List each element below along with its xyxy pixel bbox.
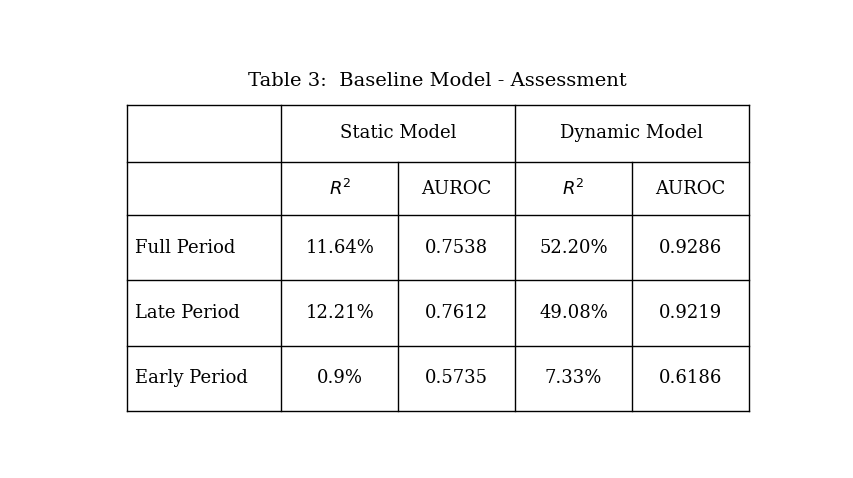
Text: 52.20%: 52.20% xyxy=(538,239,607,257)
Text: 7.33%: 7.33% xyxy=(544,369,601,387)
Text: AUROC: AUROC xyxy=(421,180,491,197)
Text: Late Period: Late Period xyxy=(135,304,239,322)
Text: Dynamic Model: Dynamic Model xyxy=(560,124,703,142)
Text: 0.9%: 0.9% xyxy=(316,369,363,387)
Text: 49.08%: 49.08% xyxy=(538,304,607,322)
Text: 0.5735: 0.5735 xyxy=(425,369,488,387)
Text: Static Model: Static Model xyxy=(339,124,456,142)
Text: 11.64%: 11.64% xyxy=(305,239,374,257)
Text: Table 3:  Baseline Model - Assessment: Table 3: Baseline Model - Assessment xyxy=(248,73,626,90)
Text: 0.7538: 0.7538 xyxy=(425,239,488,257)
Text: 0.6186: 0.6186 xyxy=(658,369,721,387)
Text: 0.9286: 0.9286 xyxy=(658,239,721,257)
Text: Full Period: Full Period xyxy=(135,239,235,257)
Text: 0.9219: 0.9219 xyxy=(658,304,721,322)
Text: $R^2$: $R^2$ xyxy=(328,178,351,198)
Text: 12.21%: 12.21% xyxy=(305,304,374,322)
Text: AUROC: AUROC xyxy=(654,180,724,197)
Text: 0.7612: 0.7612 xyxy=(425,304,488,322)
Text: $R^2$: $R^2$ xyxy=(561,178,584,198)
Text: Early Period: Early Period xyxy=(135,369,247,387)
